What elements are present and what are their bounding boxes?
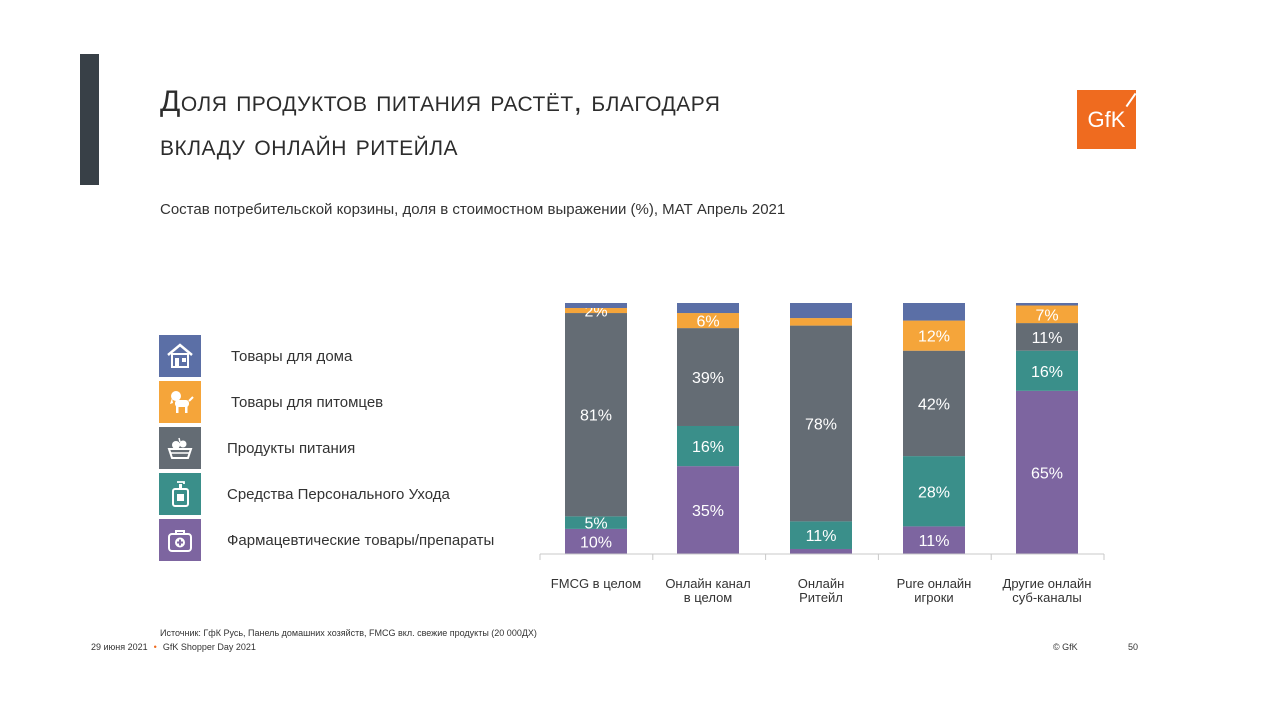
legend-item-pets: Товары для питомцев — [159, 381, 383, 423]
data-label: 16% — [692, 439, 724, 456]
category-label: Pure онлайн — [897, 576, 972, 591]
bar-segment — [903, 526, 965, 554]
bar-segment — [1016, 323, 1078, 351]
data-label: 11% — [1032, 330, 1063, 347]
legend-label: Товары для дома — [231, 347, 353, 365]
category-label: Онлайн канал — [665, 576, 750, 591]
bar-segment — [903, 350, 965, 457]
category-label: суб-каналы — [1012, 590, 1081, 605]
category-label: Другие онлайн — [1003, 576, 1092, 591]
data-label: 11% — [919, 533, 950, 550]
gfk-logo: GfK — [1077, 90, 1137, 149]
data-label: 16% — [1031, 364, 1063, 381]
bar-segment — [677, 466, 739, 554]
footer-event: GfK Shopper Day 2021 — [162, 642, 256, 652]
bar-segment — [677, 328, 739, 426]
footer-date: 29 июня 2021 — [91, 642, 148, 652]
data-label: 65% — [1031, 465, 1063, 482]
bar-segment — [790, 325, 852, 522]
bar-segment — [565, 516, 627, 529]
category-label: игроки — [914, 590, 953, 605]
category-label: в целом — [684, 590, 733, 605]
bar-segment — [790, 548, 852, 554]
data-label: 12% — [918, 329, 950, 346]
food-basket-icon — [159, 427, 201, 469]
data-label: 78% — [805, 416, 837, 433]
bar-segment — [903, 303, 965, 321]
bar-segment — [790, 318, 852, 326]
bar-segment — [1016, 305, 1078, 324]
title-line-2: вкладу онлайн ритейла — [160, 129, 459, 162]
chart-subtitle: Состав потребительской корзины, доля в с… — [160, 201, 786, 218]
data-label: 11% — [806, 528, 837, 545]
data-label: 39% — [692, 370, 724, 387]
data-label: 10% — [580, 534, 612, 551]
bar-segment — [1016, 350, 1078, 391]
category-label: FMCG в целом — [551, 576, 641, 591]
legend-label: Продукты питания — [227, 439, 356, 457]
dog-icon — [159, 381, 201, 423]
data-label: 81% — [580, 408, 612, 425]
footer-page-number: 50 — [1128, 642, 1139, 652]
legend-item-personal-care: Средства Персонального Ухода — [159, 473, 450, 515]
legend-item-pharma: Фармацевтические товары/препараты — [159, 519, 494, 561]
footer-dot: • — [153, 642, 157, 652]
bar-segment — [1016, 390, 1078, 554]
legend-item-food: Продукты питания — [159, 427, 355, 469]
page-title: Доля продуктов питания растёт, благодаря… — [160, 80, 920, 168]
data-label: 6% — [696, 314, 719, 331]
data-label: 35% — [692, 503, 724, 520]
bar-segment — [1016, 303, 1078, 306]
category-label: Онлайн — [798, 576, 845, 591]
legend-label: Фармацевтические товары/препараты — [227, 531, 495, 549]
bar-segment — [790, 521, 852, 549]
first-aid-kit-icon — [159, 519, 201, 561]
category-label: Ритейл — [799, 590, 843, 605]
data-label: 28% — [918, 484, 950, 501]
accent-bar — [80, 54, 99, 185]
legend-label: Средства Персонального Ухода — [227, 485, 450, 503]
legend-item-household: Товары для дома — [159, 335, 352, 377]
bar-segment — [677, 303, 739, 314]
legend-label: Товары для питомцев — [231, 393, 384, 411]
footer-copyright: © GfK — [1053, 642, 1078, 652]
bar-segment — [677, 313, 739, 329]
data-label: 5% — [584, 516, 607, 533]
dispenser-bottle-icon — [159, 473, 201, 515]
bar-segment — [565, 303, 627, 309]
title-line-1: Доля продуктов питания растёт, благодаря — [160, 85, 721, 118]
bar-segment — [903, 320, 965, 351]
data-label: 42% — [918, 396, 950, 413]
footer-left: 29 июня 2021 • GfK Shopper Day 2021 — [91, 642, 256, 652]
bar-segment — [790, 303, 852, 319]
house-icon — [159, 335, 201, 377]
source-note: Источник: ГфК Русь, Панель домашних хозя… — [160, 628, 537, 638]
data-label: 7% — [1035, 307, 1058, 324]
bar-segment — [903, 456, 965, 527]
logo-text: GfK — [1087, 106, 1126, 132]
bar-segment — [565, 308, 627, 314]
bar-segment — [677, 425, 739, 467]
bar-segment — [565, 313, 627, 517]
bar-segment — [565, 528, 627, 554]
